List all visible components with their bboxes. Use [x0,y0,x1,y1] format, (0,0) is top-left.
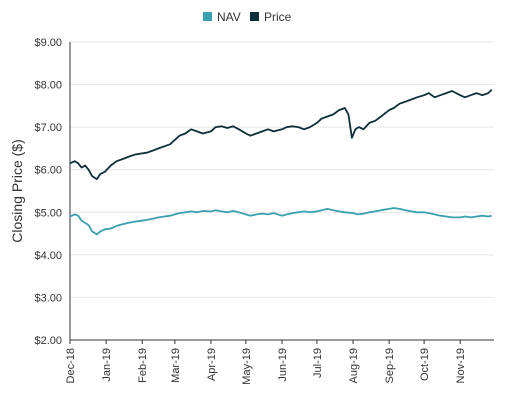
legend-swatch-nav [203,12,212,21]
y-tick-label: $4.00 [34,250,62,262]
y-tick-label: $8.00 [34,80,62,92]
x-tick-label: Nov-19 [455,348,467,383]
x-tick-label: Jan-19 [101,348,113,382]
y-tick-label: $3.00 [34,292,62,304]
x-tick-label: Dec-18 [65,348,77,383]
x-tick-label: May-19 [241,348,253,385]
y-axis-label: Closing Price ($) [9,139,25,242]
x-tick-label: Aug-19 [348,348,360,383]
y-tick-label: $2.00 [34,335,62,347]
legend-label-nav: NAV [217,10,241,24]
x-tick-label: Feb-19 [137,348,149,383]
y-axis: $2.00 $3.00 $4.00 $5.00 $6.00 $7.00 $8.00 $9.00 [34,37,71,347]
x-tick-label: Sep-19 [384,348,396,383]
x-tick-label: Apr-19 [206,348,218,381]
x-tick-label: Mar-19 [170,348,182,383]
y-tick-label: $7.00 [34,122,62,134]
series-group [69,89,493,236]
series-line-price [69,89,493,180]
y-tick-label: $6.00 [34,165,62,177]
legend: NAV Price [203,10,292,24]
y-tick-label: $9.00 [34,37,62,49]
y-tick-label: $5.00 [34,207,62,219]
legend-label-price: Price [264,10,292,24]
x-axis: Dec-18 Jan-19 Feb-19 Mar-19 Apr-19 May-19 Jun-… [65,339,494,385]
gridlines [70,41,494,298]
series-line-nav [69,207,492,236]
x-tick-label: Jun-19 [277,348,289,382]
x-tick-label: Jul-19 [312,348,324,378]
x-tick-label: Oct-19 [419,348,431,381]
legend-swatch-price [250,12,259,21]
